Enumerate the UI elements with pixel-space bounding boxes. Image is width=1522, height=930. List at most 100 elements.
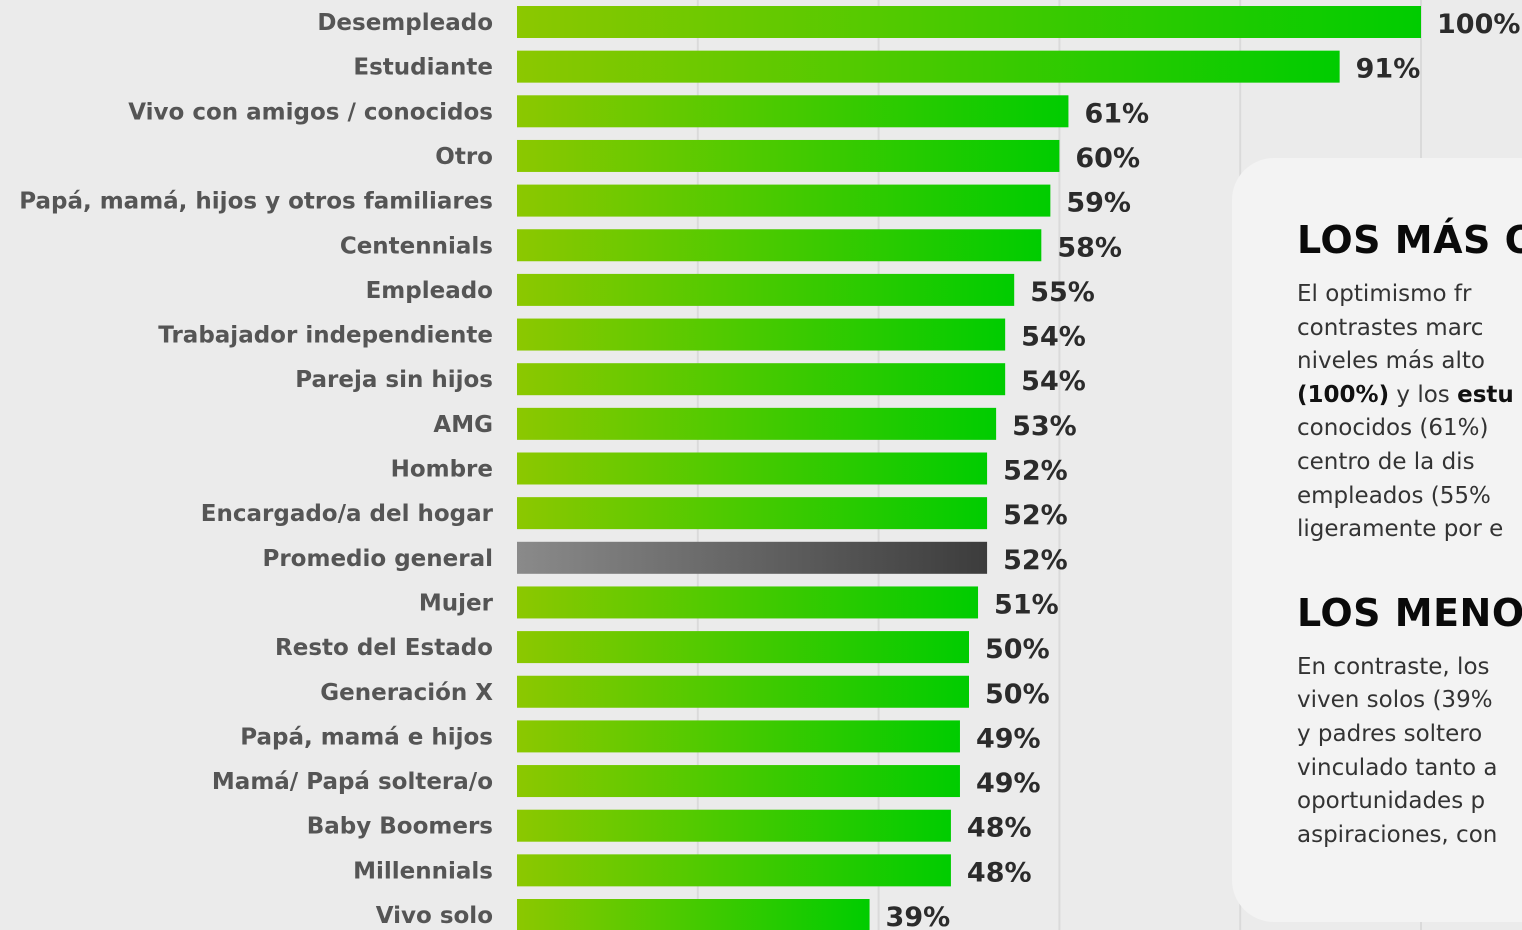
bar: [517, 273, 1015, 306]
value-label: 53%: [1012, 411, 1077, 442]
card-text-segment: viven solos (39%: [1297, 687, 1493, 714]
section-heading-most: LOS MÁS O: [1297, 218, 1522, 262]
card-text-line: ligeramente por e: [1297, 513, 1522, 547]
bar: [517, 184, 1051, 217]
bar: [517, 6, 1421, 38]
bars: [517, 6, 1421, 930]
section-heading-least: LOS MENO: [1297, 590, 1522, 635]
labels: Desempleado 100% Estudiante 91% Vivo con ami…: [19, 9, 1520, 930]
bar: [517, 675, 969, 708]
category-label: Baby Boomers: [307, 814, 493, 840]
category-label: Millennials: [353, 858, 493, 884]
card-text-line: (100%) y los estu: [1297, 379, 1522, 413]
category-label: Hombre: [391, 457, 493, 483]
value-label: 59%: [1066, 188, 1131, 219]
card-text-bold: estu: [1457, 381, 1514, 408]
bar: [517, 95, 1069, 128]
category-label: Pareja sin hijos: [295, 367, 493, 393]
category-label: AMG: [433, 412, 493, 438]
bar: [517, 720, 960, 753]
card-text-segment: centro de la dis: [1297, 448, 1475, 475]
card-text-line: En contraste, los: [1297, 651, 1522, 685]
card-text-line: El optimismo fr: [1297, 278, 1522, 312]
bar: [517, 363, 1006, 396]
category-label: Empleado: [366, 278, 493, 304]
card-text-segment: y los: [1389, 381, 1458, 408]
card-text-line: contrastes marc: [1297, 312, 1522, 346]
bar: [517, 631, 969, 664]
card-text-line: aspiraciones, con: [1297, 819, 1522, 853]
bar: [517, 452, 988, 485]
bar: [517, 854, 951, 887]
section-text-most: El optimismo fr contrastes marc niveles má…: [1297, 278, 1522, 547]
bar: [517, 586, 979, 619]
category-label: Centennials: [340, 233, 493, 259]
value-label: 50%: [985, 634, 1050, 665]
value-label: 52%: [1003, 545, 1068, 576]
bar: [517, 407, 997, 440]
value-label: 51%: [994, 589, 1059, 620]
card-text-line: oportunidades p: [1297, 785, 1522, 819]
card-text-line: niveles más alto: [1297, 345, 1522, 379]
value-label: 49%: [976, 723, 1041, 754]
card-text-segment: conocidos (61%): [1297, 415, 1489, 442]
info-card: LOS MÁS O El optimismo fr contrastes marc…: [1232, 158, 1522, 922]
card-text-line: centro de la dis: [1297, 446, 1522, 480]
card-text-segment: contrastes marc: [1297, 314, 1484, 341]
card-text-line: viven solos (39%: [1297, 684, 1522, 718]
category-label: Desempleado: [317, 10, 493, 36]
bar: [517, 229, 1042, 262]
category-label: Resto del Estado: [275, 635, 493, 661]
category-label: Generación X: [320, 680, 493, 706]
bar: [517, 765, 960, 798]
category-label: Encargado/a del hogar: [201, 501, 494, 527]
bar: [517, 497, 988, 530]
value-label: 91%: [1356, 54, 1421, 85]
bar: [517, 318, 1006, 351]
value-label: 50%: [985, 679, 1050, 710]
value-label: 52%: [1003, 500, 1068, 531]
card-text-segment: aspiraciones, con: [1297, 821, 1498, 848]
value-label: 48%: [967, 857, 1032, 888]
bar: [517, 50, 1340, 83]
value-label: 55%: [1030, 277, 1095, 308]
card-text-segment: empleados (55%: [1297, 482, 1491, 509]
card-text-segment: oportunidades p: [1297, 788, 1486, 815]
bar: [517, 139, 1060, 172]
value-label: 49%: [976, 768, 1041, 799]
value-label: 61%: [1084, 98, 1149, 129]
category-label: Papá, mamá, hijos y otros familiares: [19, 189, 493, 215]
value-label: 54%: [1021, 366, 1086, 397]
card-text-line: conocidos (61%): [1297, 412, 1522, 446]
category-label: Mamá/ Papá soltera/o: [212, 769, 493, 795]
category-label: Trabajador independiente: [158, 323, 493, 349]
value-label: 48%: [967, 813, 1032, 844]
card-text-segment: y padres soltero: [1297, 720, 1483, 747]
card-text-segment: El optimismo fr: [1297, 281, 1472, 307]
card-text-segment: En contraste, los: [1297, 653, 1490, 680]
value-label: 58%: [1057, 232, 1122, 263]
category-label: Vivo solo: [376, 903, 493, 929]
value-label: 54%: [1021, 322, 1086, 353]
card-text-segment: ligeramente por e: [1297, 516, 1504, 543]
category-label: Otro: [435, 144, 493, 170]
card-text-line: empleados (55%: [1297, 480, 1522, 514]
bar: [517, 899, 870, 930]
category-label: Papá, mamá e hijos: [240, 724, 493, 750]
category-label: Promedio general: [262, 546, 493, 572]
card-text-line: y padres soltero: [1297, 718, 1522, 752]
card-text-segment: niveles más alto: [1297, 348, 1485, 375]
category-label: Mujer: [419, 590, 494, 616]
value-label: 60%: [1075, 143, 1140, 174]
card-text-bold: (100%): [1297, 381, 1390, 408]
section-text-least: En contraste, los viven solos (39% y padre…: [1297, 651, 1522, 853]
bar-average: [517, 541, 988, 574]
card-text-line: vinculado tanto a: [1297, 752, 1522, 786]
value-label: 52%: [1003, 456, 1068, 487]
card-text-segment: vinculado tanto a: [1297, 754, 1498, 781]
value-label: 39%: [886, 902, 951, 930]
bar: [517, 809, 951, 842]
category-label: Vivo con amigos / conocidos: [128, 99, 493, 125]
category-label: Estudiante: [353, 55, 493, 81]
